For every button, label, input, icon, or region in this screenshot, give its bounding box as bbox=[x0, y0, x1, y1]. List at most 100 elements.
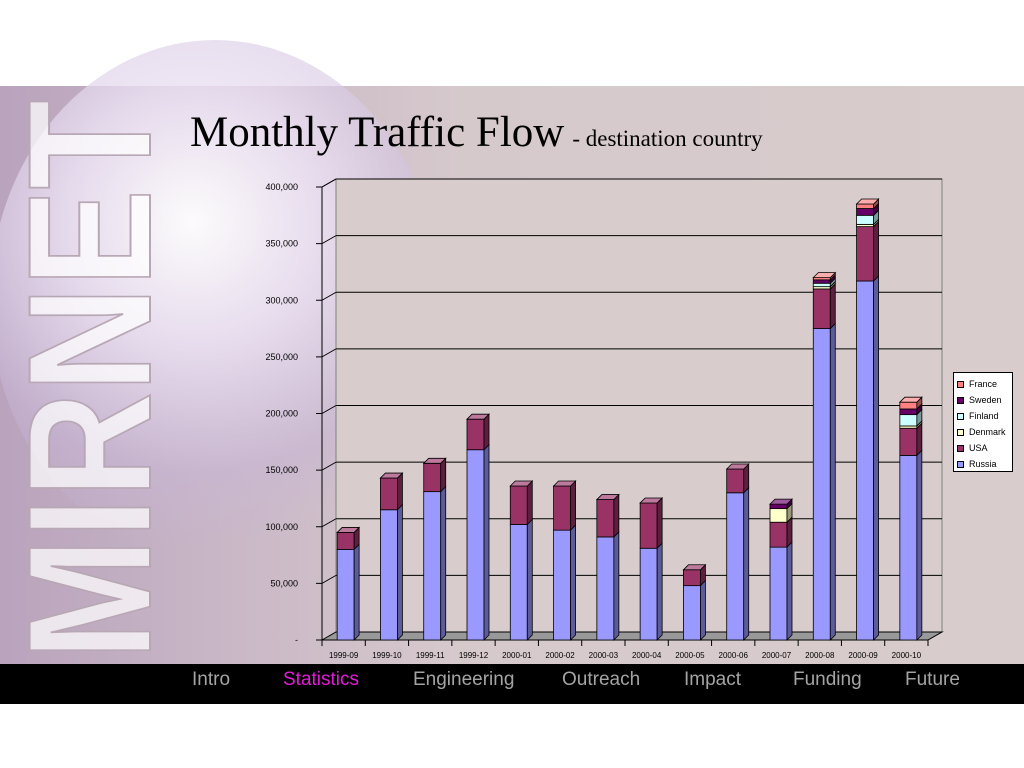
nav-future[interactable]: Future bbox=[905, 669, 960, 690]
bar-side bbox=[570, 524, 576, 641]
bar-segment bbox=[336, 549, 355, 641]
bar-side bbox=[483, 413, 490, 451]
bar-segment bbox=[726, 468, 745, 494]
bar-segment bbox=[683, 585, 701, 641]
x-tick-label: 2000-04 bbox=[632, 651, 662, 660]
y-tick-label: 350,000 bbox=[265, 239, 298, 249]
bar-segment bbox=[769, 508, 788, 523]
nav-funding[interactable]: Funding bbox=[793, 669, 862, 690]
bar-segment bbox=[812, 328, 831, 641]
x-tick-label: 2000-01 bbox=[502, 651, 532, 660]
x-tick-label: 2000-10 bbox=[892, 651, 922, 660]
x-tick-label: 2000-03 bbox=[589, 651, 619, 660]
bar-segment bbox=[423, 462, 442, 493]
bar-top bbox=[552, 480, 577, 487]
bar-side bbox=[440, 485, 447, 641]
bar-top bbox=[466, 413, 490, 420]
nav-impact[interactable]: Impact bbox=[684, 669, 742, 690]
y-tick-label: 400,000 bbox=[265, 182, 298, 192]
x-tick-label: 2000-09 bbox=[848, 651, 878, 660]
bar-segment bbox=[466, 418, 485, 451]
legend-label: France bbox=[969, 379, 998, 389]
legend-label: Russia bbox=[969, 459, 997, 469]
x-tick-label: 1999-10 bbox=[372, 651, 402, 660]
bar-side bbox=[483, 443, 490, 641]
bar-side bbox=[743, 486, 750, 641]
bar-top bbox=[509, 480, 534, 487]
bar-segment bbox=[899, 414, 918, 427]
chart-floor bbox=[320, 631, 944, 641]
legend-label: Finland bbox=[969, 411, 999, 421]
title-main: Monthly Traffic Flow bbox=[190, 109, 565, 156]
bar-segment bbox=[856, 280, 874, 641]
svg-text:MIRNET: MIRNET bbox=[0, 100, 170, 660]
bar-segment bbox=[553, 529, 571, 641]
bar-top bbox=[639, 497, 664, 504]
x-tick-label: 1999-11 bbox=[416, 651, 445, 660]
bar-top bbox=[769, 498, 793, 505]
bar-segment bbox=[856, 226, 874, 282]
bar-segment bbox=[509, 485, 528, 525]
x-tick-label: 2000-07 bbox=[762, 651, 792, 660]
bar-side bbox=[873, 275, 879, 641]
bar-side bbox=[829, 282, 836, 330]
gridline-depth bbox=[321, 405, 337, 414]
bar-segment bbox=[596, 499, 615, 538]
nav-bar: Intro Statistics Engineering Outreach Impact… bbox=[0, 664, 1024, 704]
bar-side bbox=[397, 472, 403, 511]
nav-outreach[interactable]: Outreach bbox=[562, 669, 641, 690]
legend-swatch bbox=[957, 396, 964, 404]
bar-side bbox=[526, 518, 533, 641]
bar-top bbox=[812, 272, 837, 279]
bar-side bbox=[613, 493, 620, 538]
gridline-depth bbox=[321, 291, 337, 301]
legend-item: Russia bbox=[957, 456, 1012, 472]
bar-segment bbox=[856, 203, 874, 209]
nav-engineering[interactable]: Engineering bbox=[413, 669, 515, 690]
legend-label: USA bbox=[969, 443, 988, 453]
bar-top bbox=[725, 463, 750, 470]
bar-segment bbox=[726, 492, 745, 641]
bar-segment bbox=[683, 569, 701, 587]
bar-segment bbox=[812, 282, 831, 288]
bar-side bbox=[916, 422, 923, 457]
legend-label: Sweden bbox=[969, 395, 1002, 405]
bar-segment bbox=[509, 524, 528, 641]
bar-segment bbox=[553, 485, 571, 531]
legend-label: Denmark bbox=[969, 427, 1006, 437]
bar-segment bbox=[899, 455, 918, 641]
chart-legend: France Sweden Finland Denmark USA Russia bbox=[953, 372, 1013, 472]
x-tick-label: 2000-02 bbox=[545, 651, 575, 660]
legend-swatch bbox=[957, 428, 964, 436]
legend-item: Finland bbox=[957, 408, 1012, 424]
nav-intro[interactable]: Intro bbox=[192, 669, 231, 690]
bar-segment bbox=[769, 546, 788, 641]
gridline-depth bbox=[321, 574, 337, 584]
bar-side bbox=[570, 480, 576, 532]
bar-top bbox=[336, 527, 361, 533]
y-tick-label: 150,000 bbox=[265, 465, 298, 475]
y-tick-label: 50,000 bbox=[270, 578, 298, 588]
bar-side bbox=[829, 322, 836, 641]
title-subtitle: - destination country bbox=[572, 126, 763, 151]
y-axis-depth bbox=[321, 178, 337, 188]
bar-top bbox=[595, 494, 620, 500]
slide-title: Monthly Traffic Flow - destination count… bbox=[190, 108, 763, 157]
x-tick-label: 2000-08 bbox=[805, 651, 835, 660]
gridline-depth bbox=[321, 461, 337, 471]
bar-segment bbox=[856, 214, 874, 225]
bar-segment bbox=[812, 279, 831, 284]
bar-segment bbox=[466, 449, 485, 641]
legend-item: Sweden bbox=[957, 392, 1012, 408]
y-tick-label: 200,000 bbox=[265, 409, 298, 419]
nav-statistics[interactable]: Statistics bbox=[283, 669, 360, 690]
bar-segment bbox=[899, 401, 918, 410]
legend-item: USA bbox=[957, 440, 1012, 456]
bar-side bbox=[526, 480, 533, 526]
legend-swatch bbox=[957, 380, 964, 388]
legend-swatch bbox=[957, 444, 964, 452]
bar-segment bbox=[336, 532, 355, 550]
x-tick-label: 2000-05 bbox=[675, 651, 705, 660]
bar-top bbox=[682, 564, 707, 571]
bar-side bbox=[786, 541, 793, 641]
